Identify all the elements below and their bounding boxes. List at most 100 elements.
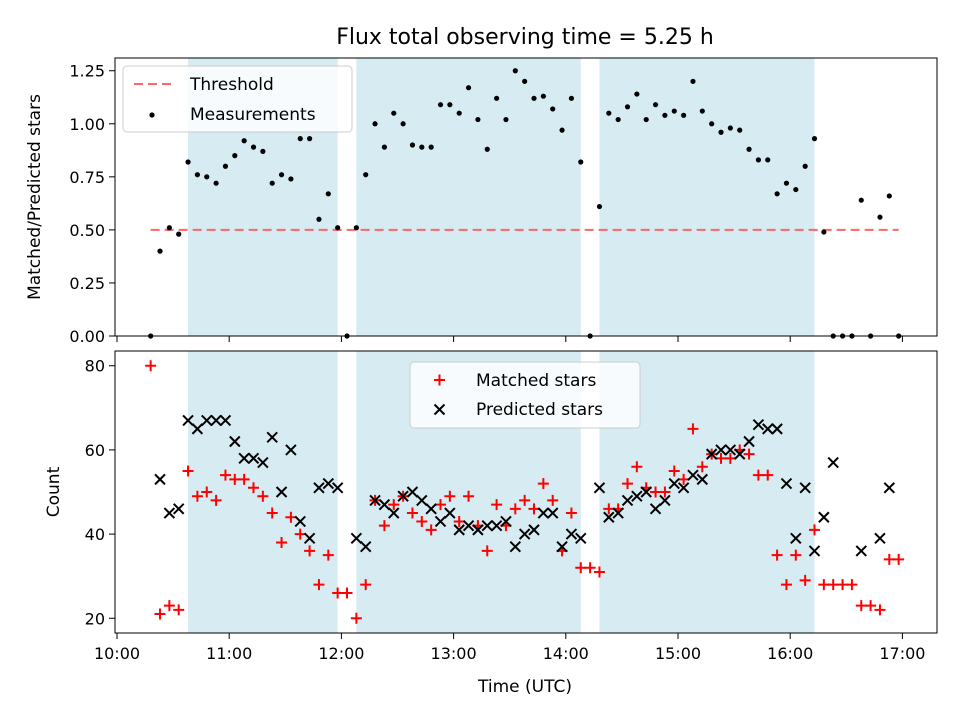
- measurements-point-52: [634, 91, 640, 97]
- matched-stars-point-69: [790, 549, 802, 561]
- predicted-stars-point-21: [360, 541, 372, 553]
- matched-stars-point-4: [182, 465, 194, 477]
- matched-stars-point-64: [743, 448, 755, 460]
- legend-threshold-label: Threshold: [189, 75, 274, 95]
- predicted-stars-point-19: [331, 482, 344, 494]
- x-tick-label-0: 10:00: [94, 644, 140, 663]
- lower-panel: 20 40 60 80 10:00 11:00 12:00 13:00 14:00 15:00 1…: [44, 350, 938, 663]
- x-tick-label-2: 12:00: [318, 644, 364, 663]
- lower-y-tick-label-1: 40: [85, 525, 105, 544]
- lower-y-tick-label-3: 80: [85, 357, 105, 376]
- measurements-point-63: [737, 127, 743, 133]
- predicted-stars-point-39: [528, 524, 540, 536]
- measurements-point-6: [204, 174, 210, 180]
- matched-stars-point-67: [771, 549, 783, 561]
- measurements-point-1: [157, 248, 163, 254]
- matched-stars-point-21: [341, 587, 353, 599]
- measurements-point-68: [783, 180, 790, 186]
- matched-stars-point-30: [425, 524, 437, 536]
- measurements-point-12: [260, 148, 266, 154]
- predicted-stars-point-23: [378, 498, 391, 511]
- predicted-stars-point-12: [266, 431, 278, 443]
- lower-legend-box: [409, 361, 641, 429]
- measurements-point-46: [578, 159, 584, 165]
- predicted-stars-point-56: [696, 473, 709, 486]
- matched-stars-point-47: [584, 562, 596, 574]
- measurements-point-66: [765, 157, 771, 163]
- measurements-point-57: [681, 112, 687, 118]
- legend-predicted-swatch: [433, 403, 446, 416]
- legend-matched-label: Matched stars: [476, 371, 596, 391]
- measurements-point-30: [428, 144, 434, 150]
- predicted-stars-point-43: [565, 528, 578, 540]
- predicted-stars-point-68: [808, 545, 821, 557]
- measurements-point-56: [671, 108, 677, 114]
- predicted-stars-point-18: [322, 477, 335, 490]
- predicted-stars-point-15: [294, 515, 306, 528]
- measurements-point-2: [166, 225, 172, 231]
- predicted-stars-point-26: [406, 486, 419, 498]
- matched-stars-point-9: [229, 473, 241, 485]
- predicted-stars-point-36: [500, 515, 512, 528]
- matched-stars-point-76: [855, 600, 867, 612]
- measurements-point-32: [447, 102, 453, 108]
- predicted-stars-point-31: [453, 524, 465, 536]
- measurements-point-18: [316, 216, 322, 222]
- matched-stars-point-77: [865, 600, 877, 612]
- matched-stars-point-46: [575, 562, 587, 574]
- predicted-stars-point-61: [743, 435, 755, 448]
- matched-stars-point-25: [378, 520, 390, 532]
- upper-legend: Threshold Measurements: [122, 65, 353, 133]
- matched-stars-point-42: [537, 478, 549, 490]
- measurements-point-44: [559, 127, 565, 133]
- upper-panel: 0.00 0.25 0.50 0.75 1.00 1.25 Matched/Predict…: [25, 57, 938, 346]
- predicted-stars-point-45: [593, 482, 606, 494]
- matched-stars-point-2: [163, 600, 175, 612]
- matched-stars-point-43: [547, 494, 559, 506]
- measurements-point-58: [690, 78, 696, 84]
- measurements-point-64: [746, 146, 752, 152]
- measurements-point-62: [727, 125, 733, 131]
- matched-stars-point-65: [752, 469, 764, 481]
- predicted-stars-point-59: [724, 444, 737, 456]
- upper-y-tick-label-0: 0.00: [69, 327, 105, 346]
- upper-observing-window-2: [599, 58, 815, 336]
- matched-stars-point-40: [519, 494, 531, 506]
- measurements-point-48: [596, 203, 603, 210]
- x-tick-label-6: 16:00: [767, 644, 813, 663]
- measurements-point-31: [437, 102, 444, 108]
- measurements-point-14: [278, 172, 285, 178]
- measurements-point-65: [755, 157, 762, 163]
- matched-stars-point-59: [696, 461, 708, 473]
- predicted-stars-point-5: [201, 414, 213, 427]
- measurements-point-26: [391, 110, 397, 116]
- predicted-stars-point-3: [182, 414, 194, 427]
- measurements-point-69: [793, 186, 799, 193]
- predicted-stars-point-50: [640, 486, 652, 498]
- measurements-point-38: [503, 116, 509, 123]
- measurements-point-49: [606, 110, 612, 116]
- measurements-point-8: [222, 163, 229, 169]
- matched-stars-point-54: [650, 486, 662, 498]
- measurements-point-22: [353, 225, 359, 231]
- measurements-point-42: [540, 93, 546, 99]
- matched-stars-point-39: [509, 503, 521, 515]
- predicted-stars-point-62: [752, 418, 765, 431]
- predicted-stars-point-16: [303, 532, 316, 545]
- matched-stars-point-3: [173, 604, 185, 616]
- measurements-point-16: [297, 136, 303, 142]
- matched-stars-point-71: [809, 524, 821, 536]
- matched-stars-point-62: [724, 452, 736, 464]
- matched-stars-point-19: [322, 549, 334, 561]
- matched-stars-point-75: [846, 579, 858, 591]
- predicted-stars-point-9: [238, 452, 250, 465]
- matched-stars-point-1: [154, 608, 166, 620]
- measurements-point-15: [288, 176, 294, 182]
- matched-stars-point-23: [360, 579, 372, 591]
- measurements-point-71: [811, 136, 818, 142]
- matched-stars-point-55: [659, 486, 671, 498]
- measurements-point-3: [176, 231, 182, 237]
- predicted-stars-point-8: [229, 435, 241, 448]
- measurements-point-29: [419, 144, 425, 150]
- measurements-point-45: [568, 95, 575, 101]
